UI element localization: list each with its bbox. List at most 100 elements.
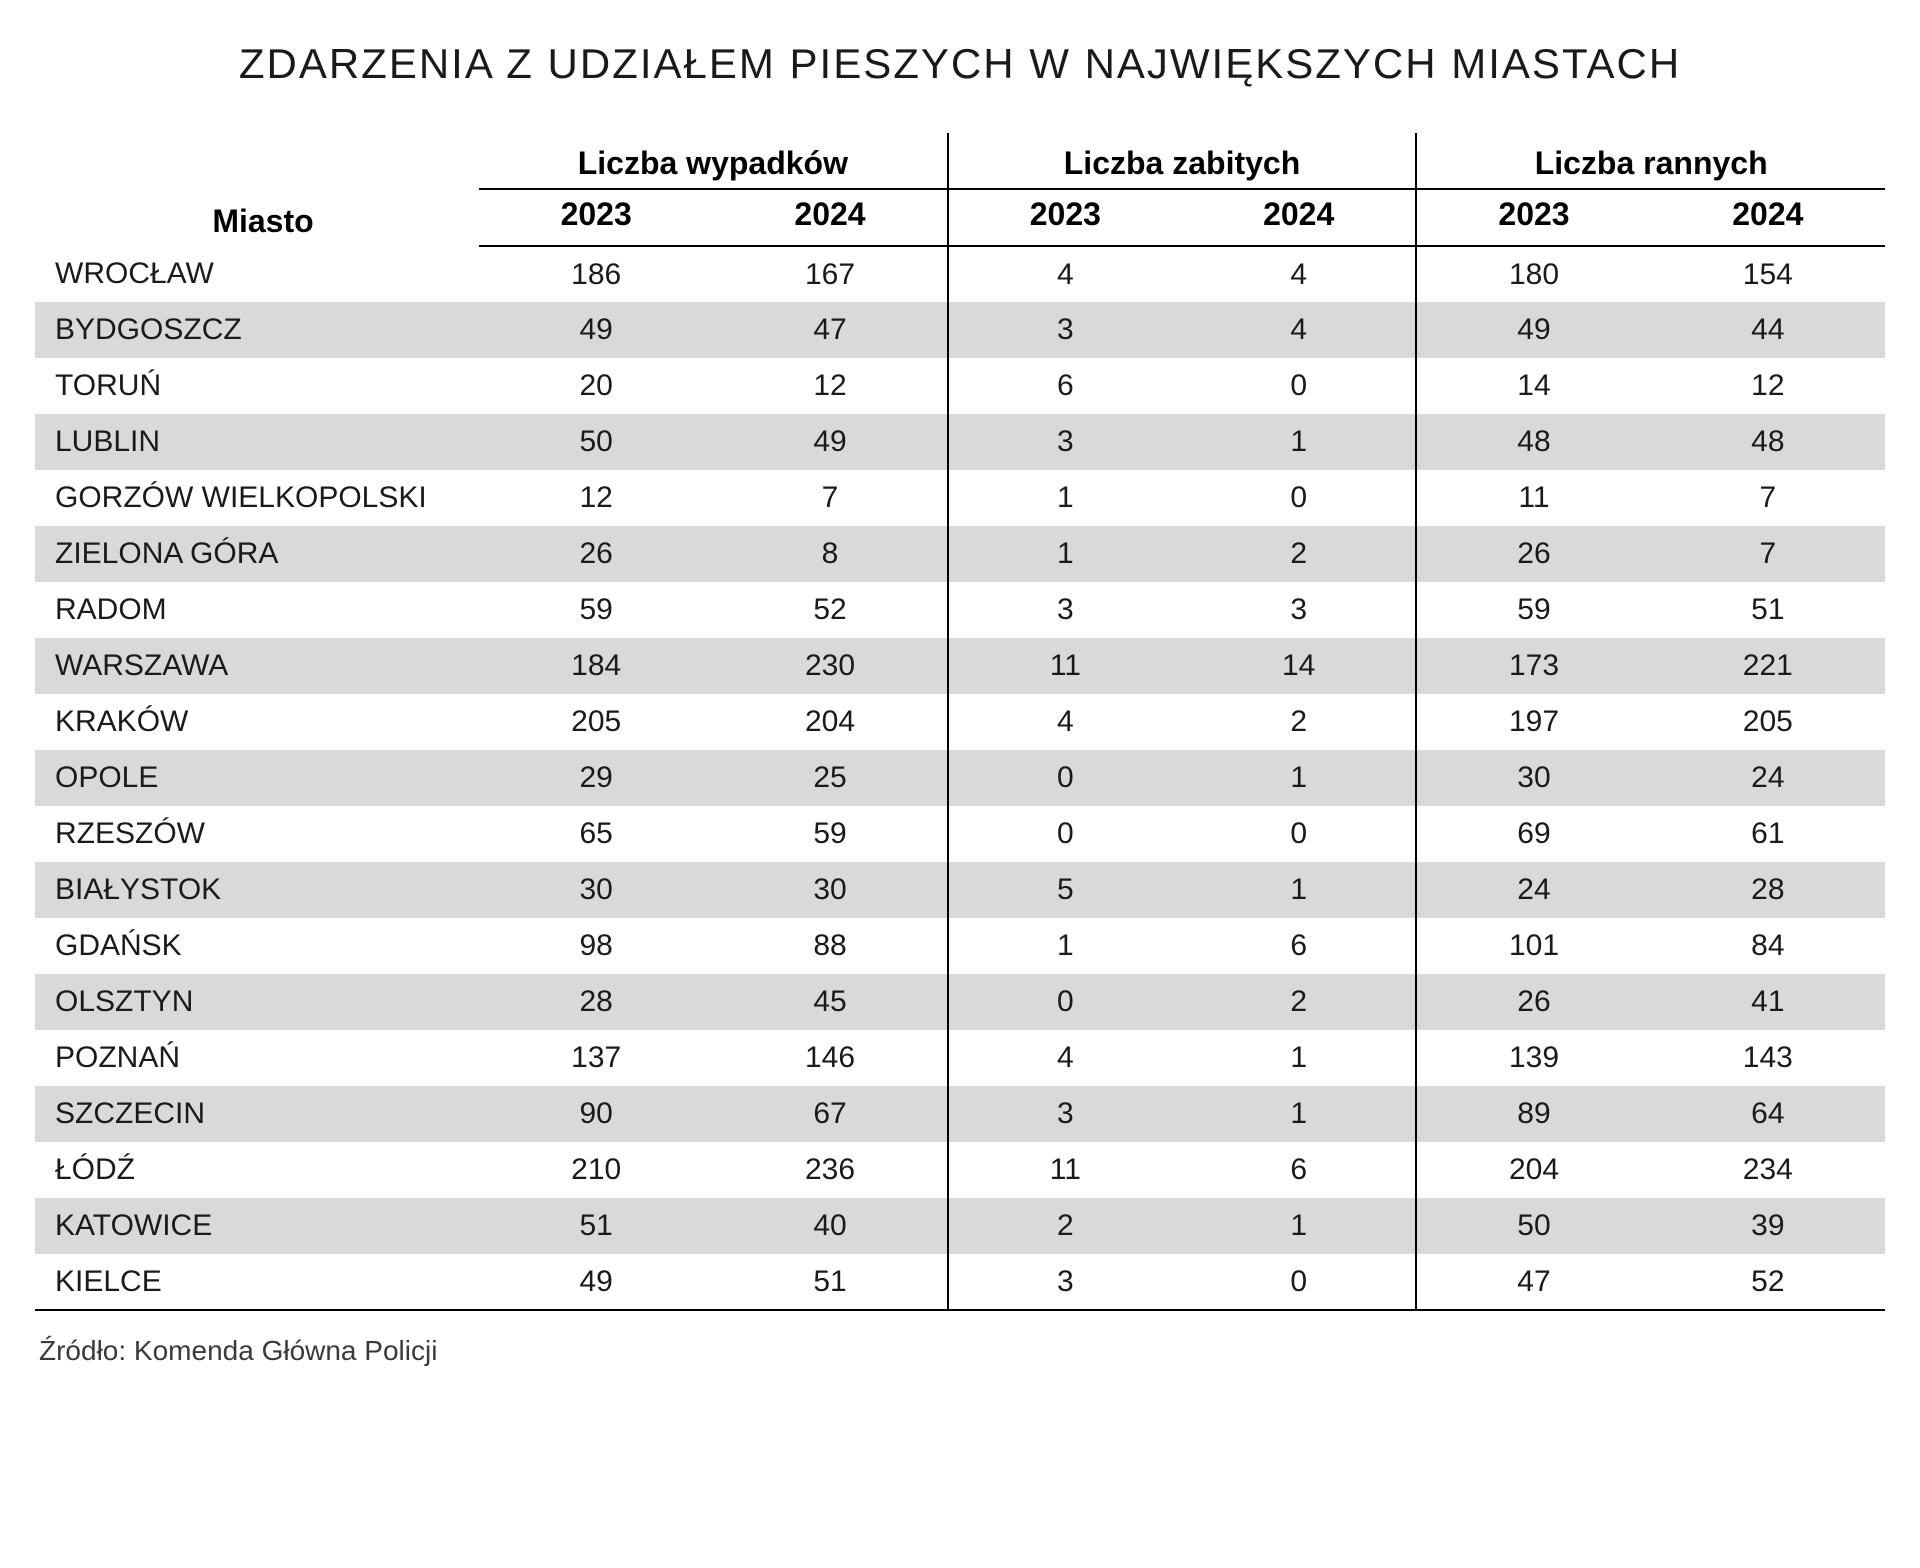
table-row: BIAŁYSTOK3030512428 (35, 862, 1885, 918)
value-cell: 48 (1651, 414, 1885, 470)
table-row: KRAKÓW20520442197205 (35, 694, 1885, 750)
table-row: LUBLIN5049314848 (35, 414, 1885, 470)
value-cell: 2 (948, 1198, 1182, 1254)
value-cell: 20 (479, 358, 713, 414)
value-cell: 4 (948, 694, 1182, 750)
value-cell: 197 (1416, 694, 1650, 750)
value-cell: 0 (948, 806, 1182, 862)
value-cell: 11 (948, 638, 1182, 694)
group-header-accidents: Liczba wypadków (479, 133, 948, 189)
value-cell: 3 (948, 414, 1182, 470)
city-cell: WROCŁAW (35, 246, 479, 302)
city-cell: KRAKÓW (35, 694, 479, 750)
value-cell: 137 (479, 1030, 713, 1086)
source-attribution: Źródło: Komenda Główna Policji (35, 1335, 1885, 1367)
value-cell: 59 (1416, 582, 1650, 638)
value-cell: 146 (713, 1030, 947, 1086)
table-container: ZDARZENIA Z UDZIAŁEM PIESZYCH W NAJWIĘKS… (35, 40, 1885, 1367)
value-cell: 89 (1416, 1086, 1650, 1142)
value-cell: 3 (948, 582, 1182, 638)
table-header: Miasto Liczba wypadków Liczba zabitych L… (35, 133, 1885, 246)
value-cell: 1 (948, 470, 1182, 526)
value-cell: 7 (1651, 470, 1885, 526)
value-cell: 3 (1182, 582, 1416, 638)
value-cell: 180 (1416, 246, 1650, 302)
value-cell: 30 (479, 862, 713, 918)
value-cell: 59 (713, 806, 947, 862)
city-column-header: Miasto (35, 133, 479, 246)
value-cell: 205 (1651, 694, 1885, 750)
value-cell: 139 (1416, 1030, 1650, 1086)
group-header-row: Miasto Liczba wypadków Liczba zabitych L… (35, 133, 1885, 189)
value-cell: 47 (713, 302, 947, 358)
table-row: OPOLE2925013024 (35, 750, 1885, 806)
city-cell: BYDGOSZCZ (35, 302, 479, 358)
city-cell: GDAŃSK (35, 918, 479, 974)
city-cell: RADOM (35, 582, 479, 638)
value-cell: 2 (1182, 974, 1416, 1030)
city-cell: POZNAŃ (35, 1030, 479, 1086)
value-cell: 30 (1416, 750, 1650, 806)
value-cell: 0 (948, 974, 1182, 1030)
value-cell: 11 (948, 1142, 1182, 1198)
value-cell: 1 (1182, 1198, 1416, 1254)
value-cell: 210 (479, 1142, 713, 1198)
value-cell: 84 (1651, 918, 1885, 974)
value-cell: 1 (1182, 750, 1416, 806)
value-cell: 4 (948, 246, 1182, 302)
value-cell: 12 (479, 470, 713, 526)
value-cell: 1 (1182, 1086, 1416, 1142)
value-cell: 45 (713, 974, 947, 1030)
table-row: RZESZÓW6559006961 (35, 806, 1885, 862)
value-cell: 90 (479, 1086, 713, 1142)
value-cell: 204 (713, 694, 947, 750)
table-row: TORUŃ2012601412 (35, 358, 1885, 414)
value-cell: 4 (948, 1030, 1182, 1086)
table-row: BYDGOSZCZ4947344944 (35, 302, 1885, 358)
value-cell: 14 (1182, 638, 1416, 694)
value-cell: 236 (713, 1142, 947, 1198)
value-cell: 50 (1416, 1198, 1650, 1254)
value-cell: 28 (1651, 862, 1885, 918)
value-cell: 7 (713, 470, 947, 526)
value-cell: 26 (1416, 974, 1650, 1030)
value-cell: 1 (948, 526, 1182, 582)
value-cell: 65 (479, 806, 713, 862)
value-cell: 11 (1416, 470, 1650, 526)
city-cell: KATOWICE (35, 1198, 479, 1254)
table-row: KATOWICE5140215039 (35, 1198, 1885, 1254)
value-cell: 26 (479, 526, 713, 582)
value-cell: 51 (1651, 582, 1885, 638)
table-row: OLSZTYN2845022641 (35, 974, 1885, 1030)
table-row: SZCZECIN9067318964 (35, 1086, 1885, 1142)
city-cell: BIAŁYSTOK (35, 862, 479, 918)
value-cell: 4 (1182, 302, 1416, 358)
city-cell: GORZÓW WIELKOPOLSKI (35, 470, 479, 526)
value-cell: 29 (479, 750, 713, 806)
value-cell: 3 (948, 1086, 1182, 1142)
value-cell: 1 (1182, 862, 1416, 918)
value-cell: 2 (1182, 694, 1416, 750)
table-row: POZNAŃ13714641139143 (35, 1030, 1885, 1086)
city-cell: OPOLE (35, 750, 479, 806)
value-cell: 49 (713, 414, 947, 470)
value-cell: 25 (713, 750, 947, 806)
city-cell: ŁÓDŹ (35, 1142, 479, 1198)
value-cell: 8 (713, 526, 947, 582)
value-cell: 6 (1182, 918, 1416, 974)
value-cell: 41 (1651, 974, 1885, 1030)
value-cell: 3 (948, 302, 1182, 358)
year-header: 2024 (1651, 189, 1885, 246)
value-cell: 184 (479, 638, 713, 694)
value-cell: 12 (713, 358, 947, 414)
value-cell: 24 (1651, 750, 1885, 806)
value-cell: 28 (479, 974, 713, 1030)
table-row: WROCŁAW18616744180154 (35, 246, 1885, 302)
value-cell: 6 (1182, 1142, 1416, 1198)
value-cell: 221 (1651, 638, 1885, 694)
value-cell: 101 (1416, 918, 1650, 974)
value-cell: 204 (1416, 1142, 1650, 1198)
group-header-injured: Liczba rannych (1416, 133, 1885, 189)
value-cell: 0 (1182, 806, 1416, 862)
table-row: KIELCE4951304752 (35, 1254, 1885, 1310)
